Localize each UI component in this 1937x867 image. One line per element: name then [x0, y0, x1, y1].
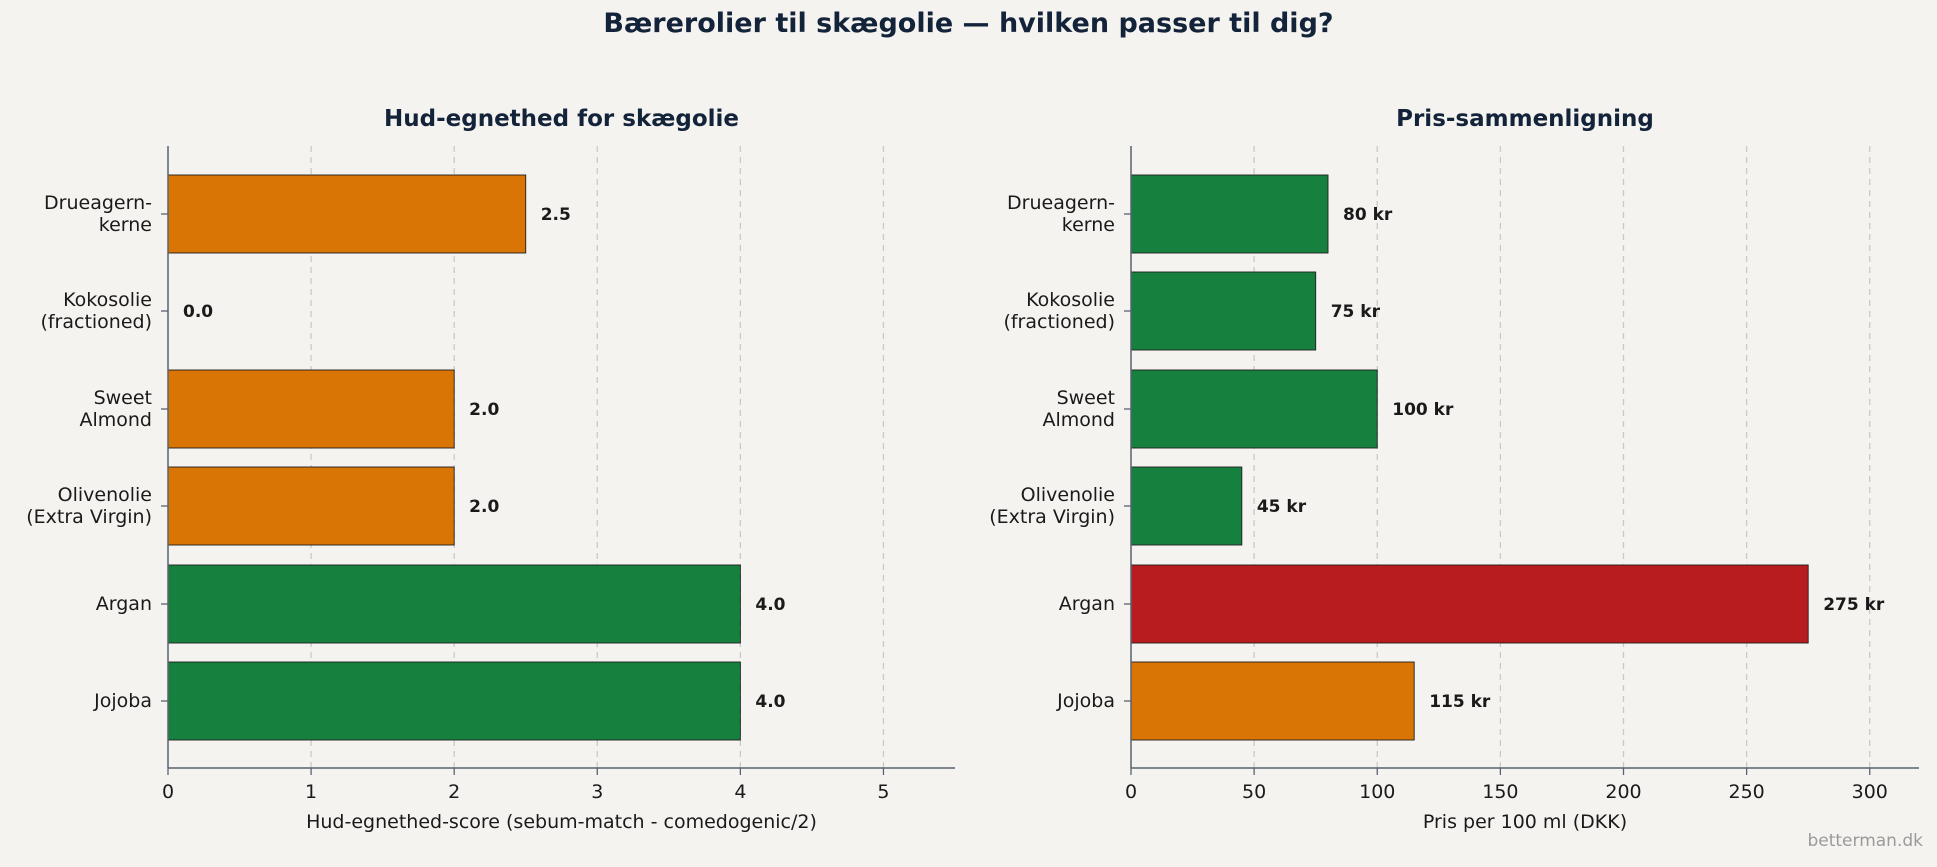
watermark: betterman.dk [1807, 831, 1923, 851]
bar [1130, 271, 1317, 351]
value-label: 2.5 [541, 205, 571, 225]
category-label: Kokosolie (fractioned) [40, 289, 152, 333]
value-label: 2.0 [469, 497, 499, 517]
x-tick-label: 0 [1125, 781, 1137, 803]
category-label: Jojoba [1056, 690, 1115, 712]
category-label: Argan [96, 593, 152, 615]
x-tick-label: 100 [1359, 781, 1395, 803]
x-axis-label: Pris per 100 ml (DKK) [1423, 811, 1627, 833]
category-label: Sweet Almond [79, 387, 152, 431]
bar [1130, 466, 1243, 546]
value-label: 4.0 [755, 595, 785, 615]
x-tick-label: 200 [1605, 781, 1641, 803]
value-label: 4.0 [755, 692, 785, 712]
bar [1130, 661, 1415, 741]
category-label: Argan [1059, 593, 1115, 615]
x-tick-label: 0 [162, 781, 174, 803]
value-label: 80 kr [1343, 205, 1393, 225]
bar [167, 174, 527, 254]
x-tick-label: 250 [1728, 781, 1764, 803]
category-label: Kokosolie (fractioned) [1003, 289, 1115, 333]
category-label: Drueagern-kerne [1007, 192, 1115, 236]
bar [1130, 564, 1809, 644]
x-tick-label: 150 [1482, 781, 1518, 803]
chart-panel-1: Hud-egnethed for skægolie 2.5 Drueagern-ke… [26, 106, 955, 833]
x-tick-label: 300 [1852, 781, 1888, 803]
x-tick-label: 4 [734, 781, 746, 803]
chart-panel-2: Pris-sammenligning 80 kr Drueagern-kerne 75… [989, 106, 1919, 833]
figure-title: Bærerolier til skægolie — hvilken passer… [603, 8, 1334, 39]
x-tick-label: 50 [1242, 781, 1266, 803]
bar [167, 466, 455, 546]
category-label: Drueagern-kerne [44, 192, 152, 236]
x-tick-label: 5 [877, 781, 889, 803]
x-tick-label: 1 [305, 781, 317, 803]
value-label: 0.0 [183, 302, 213, 322]
bar [1130, 174, 1329, 254]
value-label: 115 kr [1429, 692, 1491, 712]
value-label: 100 kr [1392, 400, 1454, 420]
x-tick-label: 3 [591, 781, 603, 803]
bar [167, 661, 741, 741]
value-label: 2.0 [469, 400, 499, 420]
category-label: Sweet Almond [1042, 387, 1115, 431]
bar [1130, 369, 1378, 449]
value-label: 275 kr [1823, 595, 1885, 615]
category-label: Olivenolie (Extra Virgin) [989, 484, 1115, 528]
chart-title: Pris-sammenligning [1396, 106, 1654, 132]
bar [167, 369, 455, 449]
category-label: Jojoba [93, 690, 152, 712]
x-axis-label: Hud-egnethed-score (sebum-match - comedo… [306, 811, 817, 833]
x-tick-label: 2 [448, 781, 460, 803]
category-label: Olivenolie (Extra Virgin) [26, 484, 152, 528]
bar [167, 564, 741, 644]
value-label: 45 kr [1257, 497, 1307, 517]
chart-title: Hud-egnethed for skægolie [384, 106, 739, 132]
value-label: 75 kr [1331, 302, 1381, 322]
